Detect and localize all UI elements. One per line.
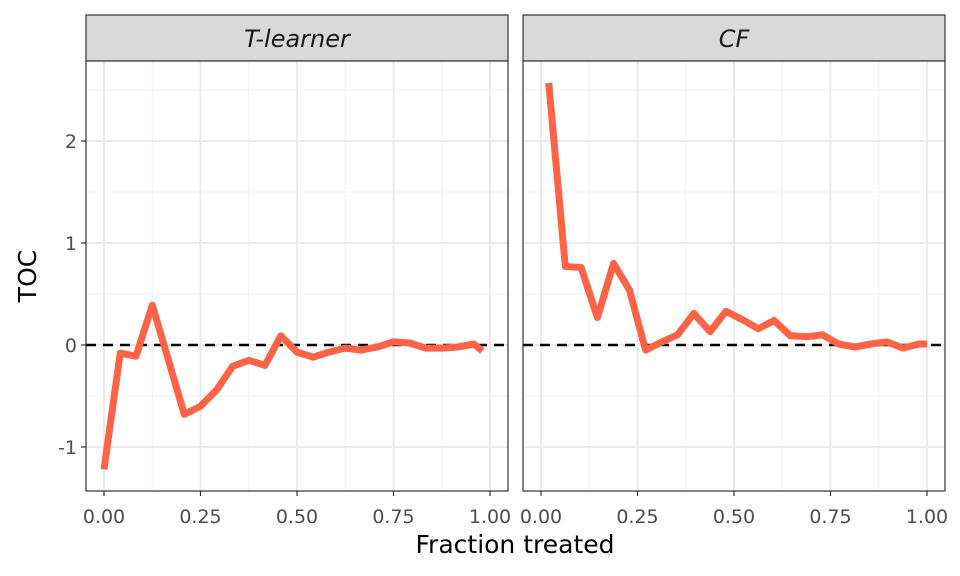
x-tick-label: 0.25 <box>616 506 658 528</box>
x-tick-label: 0.50 <box>713 506 755 528</box>
x-tick-label: 0.00 <box>520 506 562 528</box>
x-tick-label: 1.00 <box>906 506 948 528</box>
panel-title: T-learner <box>244 25 352 53</box>
x-tick-label: 0.25 <box>179 506 221 528</box>
x-tick-label: 0.75 <box>809 506 851 528</box>
x-tick-label: 1.00 <box>469 506 511 528</box>
panel-title: CF <box>719 25 751 53</box>
panel-strip <box>522 14 946 62</box>
panel-1: T-learner 0.00 0.25 0.50 0.75 1.00 -1 0 1 2 <box>58 14 511 528</box>
toc-series-line <box>545 82 927 354</box>
y-tick-label: 1 <box>65 233 77 255</box>
y-tick-label: 2 <box>65 131 77 153</box>
x-tick-label: 0.75 <box>372 506 414 528</box>
panel-2: CF 0.00 0.25 0.50 0.75 1.00 <box>520 14 948 528</box>
toc-series-line <box>100 301 485 470</box>
y-axis-title: TOC <box>13 250 42 303</box>
panel-strip <box>85 14 509 62</box>
panels: T-learner 0.00 0.25 0.50 0.75 1.00 -1 0 1 2 CF 0.00… <box>58 14 948 528</box>
y-tick-label: 0 <box>65 335 77 357</box>
y-tick-label: -1 <box>58 437 77 459</box>
x-tick-label: 0.50 <box>276 506 318 528</box>
x-axis-title: Fraction treated <box>415 530 614 559</box>
x-tick-label: 0.00 <box>83 506 125 528</box>
